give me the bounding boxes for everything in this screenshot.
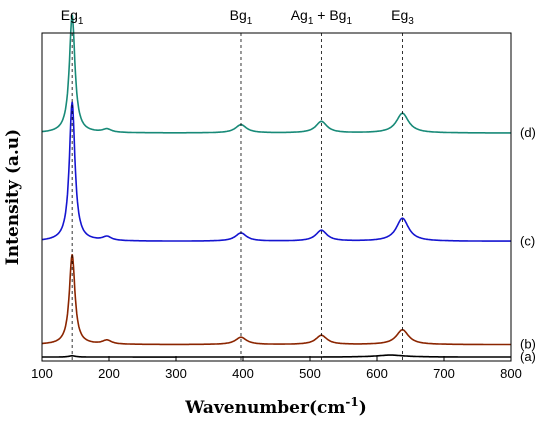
peak-label: Ag1 + Bg1 xyxy=(291,7,353,27)
spectrum-line xyxy=(42,101,511,242)
dashed-lines-layer xyxy=(71,33,403,361)
curve-labels-layer: (a)(b) (c) (d) xyxy=(520,125,536,364)
spectrum-line xyxy=(42,354,511,358)
peak-label: Eg3 xyxy=(391,7,414,27)
curve-label: (b) xyxy=(520,337,536,352)
x-tick-label: 600 xyxy=(366,366,388,381)
x-axis-title: Wavenumber(cm-1) xyxy=(184,395,366,418)
x-axis-title-main: Wavenumber(cm xyxy=(184,398,345,418)
x-ticks-layer: 100 200 300 400 500 600 700 800 xyxy=(31,356,522,381)
x-tick-label: 400 xyxy=(232,366,254,381)
peak-labels-layer: Eg1 Bg1 Ag1 + Bg1 Eg3 xyxy=(61,7,414,27)
x-tick-label: 800 xyxy=(500,366,522,381)
curve-label: (d) xyxy=(520,125,536,140)
curve-label: (c) xyxy=(520,233,535,248)
spectrum-line xyxy=(41,254,511,346)
spectrum-line xyxy=(41,14,511,134)
x-axis-title-close: ) xyxy=(359,398,367,418)
x-tick-label: 200 xyxy=(98,366,120,381)
x-tick-label: 300 xyxy=(165,366,187,381)
peak-label: Bg1 xyxy=(230,7,253,27)
peak-label: Eg1 xyxy=(61,7,84,27)
x-tick-label: 700 xyxy=(433,366,455,381)
curve-label: (a) xyxy=(520,349,536,364)
x-tick-label: 100 xyxy=(31,366,53,381)
x-tick-label: 500 xyxy=(299,366,321,381)
plot-frame xyxy=(41,32,512,362)
y-axis-title: Intensity (a.u) xyxy=(3,129,23,265)
x-axis-title-sup: -1 xyxy=(345,395,358,409)
curves-layer xyxy=(41,14,511,358)
